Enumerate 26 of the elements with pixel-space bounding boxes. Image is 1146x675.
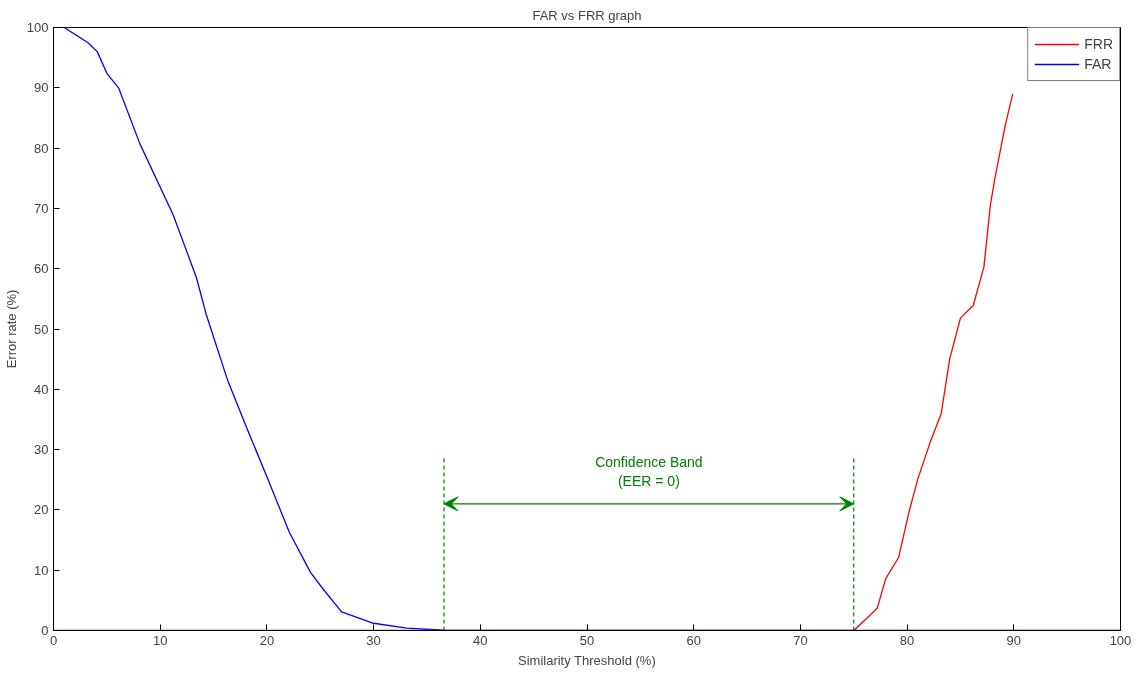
x-axis-title: Similarity Threshold (%) [518,652,656,668]
y-tick-label: 80 [34,140,49,156]
y-tick-label: 10 [34,562,49,578]
x-tick-label: 90 [1006,632,1022,648]
x-tick-label: 20 [259,632,275,648]
annotation: Confidence Band (EER = 0) [595,453,703,489]
y-tick-label: 30 [34,442,49,458]
x-tick-label: 40 [473,632,488,648]
y-tick-label: 90 [34,80,49,96]
x-tick-label: 100 [1109,632,1132,648]
legend-label: FAR [1084,56,1112,72]
legend-label: FRR [1084,36,1113,52]
y-tick-label: 20 [34,502,49,518]
y-tick-label: 60 [34,261,49,277]
y-tick-label: 50 [34,321,49,337]
x-tick-label: 70 [793,632,808,648]
x-tick-label: 80 [899,632,915,648]
y-tick-label: 70 [34,200,49,216]
y-tick-label: 40 [34,381,49,397]
x-tick-label: 10 [152,632,168,648]
x-tick-label: 50 [579,632,595,648]
x-tick-label: 30 [366,632,381,648]
y-axis-title: Error rate (%) [3,289,19,369]
chart-title: FAR vs FRR graph [532,7,642,23]
x-tick-label: 60 [686,632,701,648]
y-tick-label: 100 [26,20,49,35]
